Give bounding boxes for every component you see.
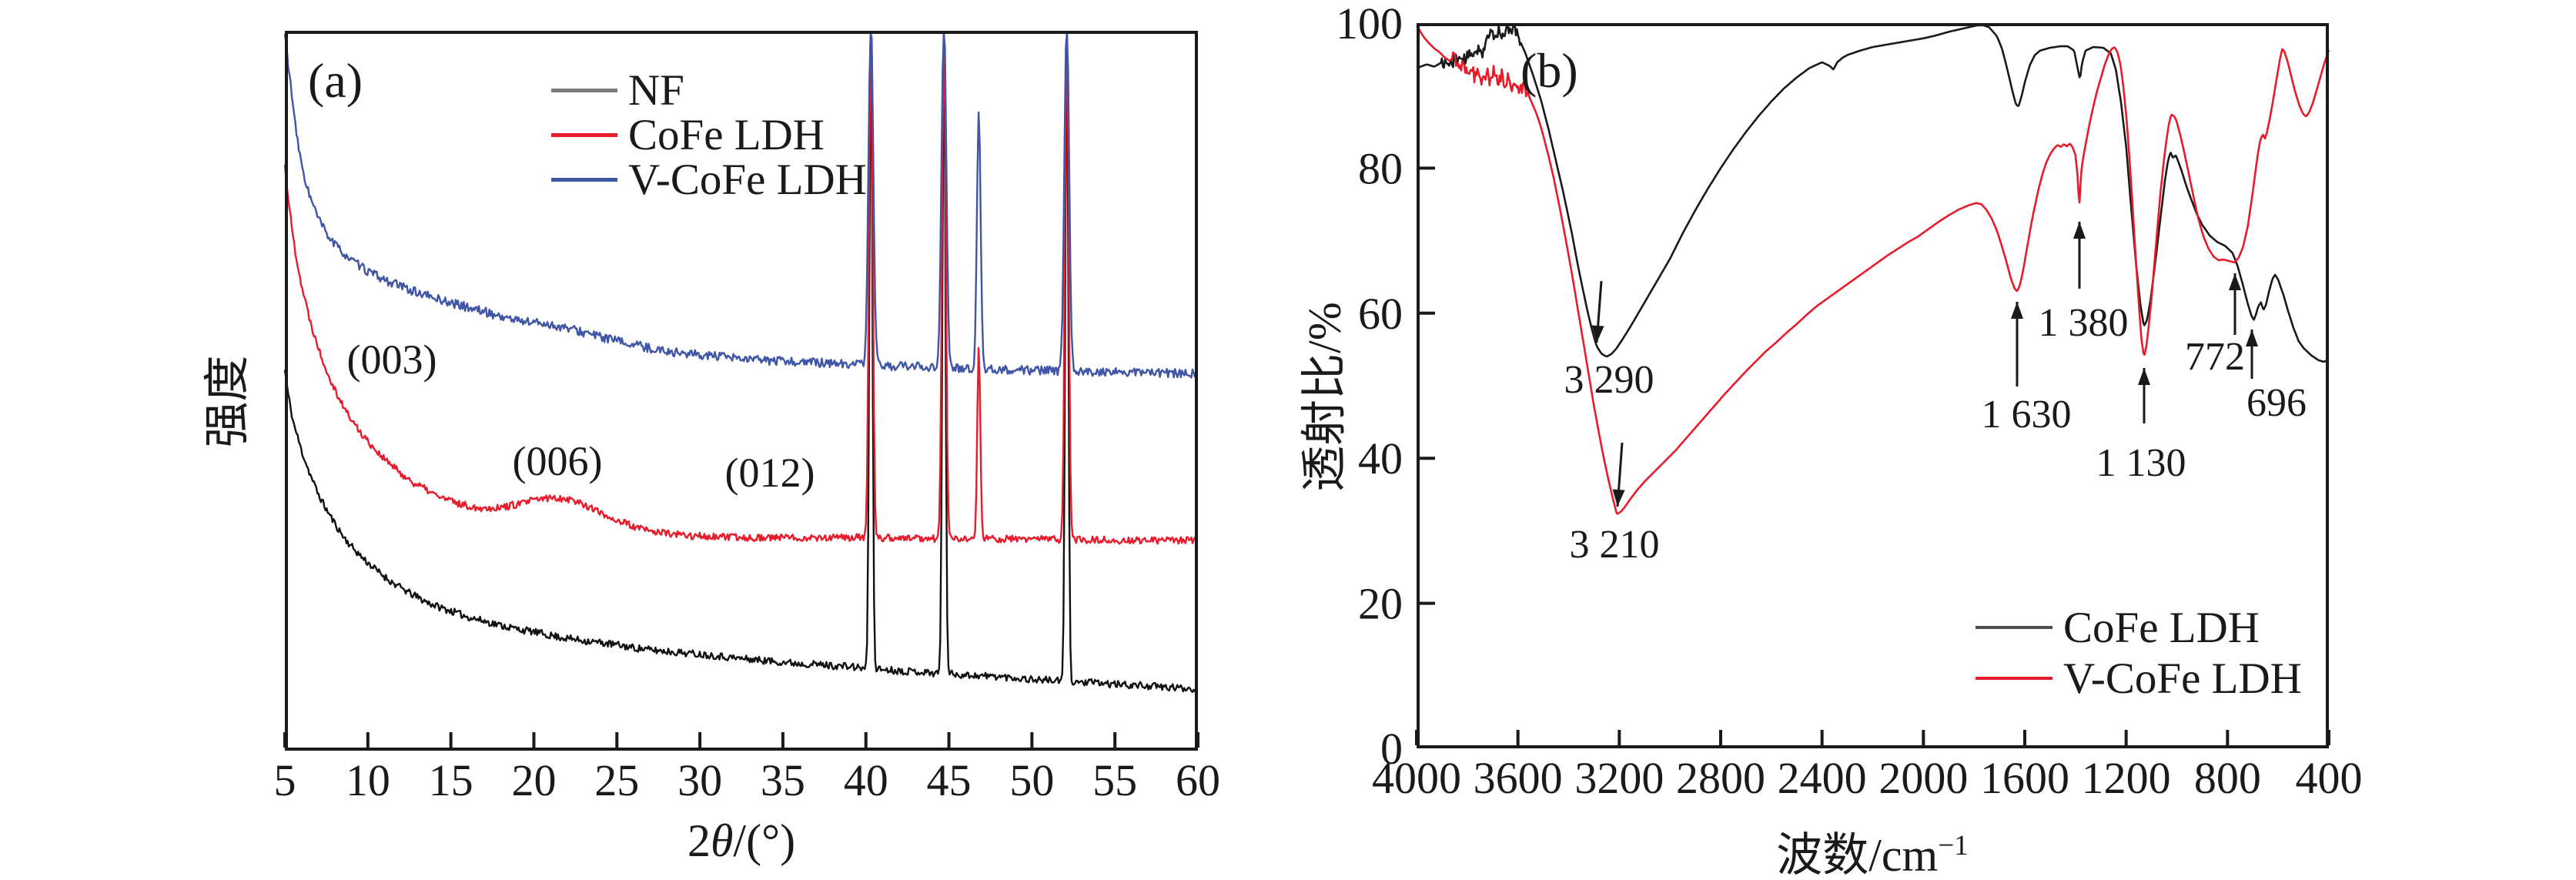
panel-a-xtick-label-15: 15 [429, 755, 473, 805]
panel-a-xtick-label-5: 5 [274, 755, 296, 805]
panel-a-ylabel: 强度 [202, 355, 253, 448]
peak-label-012: (012) [724, 450, 815, 496]
legend-item-b-cofe: CoFe LDH [1975, 602, 2302, 653]
legend-line-nf [551, 88, 617, 92]
annotation-label-1130: 1 130 [2096, 441, 2186, 485]
panel-a-xtick-label-55: 55 [1092, 755, 1137, 805]
annotation-label-3210: 3 210 [1570, 523, 1660, 567]
panel-b-ylabel: 透射比/% [1299, 302, 1350, 492]
xrd-curve-CoFe LDH [283, 32, 1199, 545]
panel-a-xtick-label-30: 30 [677, 755, 722, 805]
xrd-curve-V-CoFe LDH [283, 32, 1199, 379]
panel-b-xtick-label-2400: 2400 [1778, 753, 1867, 803]
panel-b-xlabel: 波数/cm−1 [1680, 818, 2065, 880]
panel-b-ytick-label-100: 100 [1336, 0, 1403, 49]
panel-b-legend: CoFe LDH V-CoFe LDH [1975, 602, 2302, 704]
panel-a-xlabel-post: /(°) [733, 815, 796, 866]
panel-a-xtick-label-35: 35 [761, 755, 805, 805]
annotation-arrowhead-1380 [2073, 222, 2086, 239]
panel-a-xtick-label-60: 60 [1176, 755, 1220, 805]
panel-b-xtick-label-1200: 1200 [2082, 753, 2171, 803]
panel-b-xtick-label-400: 400 [2296, 753, 2363, 803]
panel-b-letter: (b) [1521, 43, 1578, 98]
legend-line-b-vcofe [1975, 677, 2052, 680]
peak-label-006: (006) [512, 438, 603, 484]
annotation-label-1630: 1 630 [1982, 393, 2072, 437]
annotation-label-772: 772 [2185, 335, 2245, 379]
panel-b-ytick-label-0: 0 [1380, 724, 1403, 774]
annotation-label-1380: 1 380 [2039, 301, 2129, 345]
panel-a-xtick-label-25: 25 [594, 755, 639, 805]
panel-b-ytick-label-20: 20 [1358, 579, 1403, 629]
annotation-label-3290: 3 290 [1564, 358, 1654, 402]
legend-label-nf: NF [628, 65, 684, 115]
annotation-arrowhead-1630 [2011, 302, 2023, 319]
legend-item-b-vcofe: V-CoFe LDH [1975, 653, 2302, 704]
panel-a-legend: NF CoFe LDH V-CoFe LDH [551, 68, 867, 202]
panel-b-xtick-label-3200: 3200 [1574, 753, 1664, 803]
panel-a-xlabel-theta: θ [710, 815, 734, 866]
legend-line-vcofe [551, 177, 617, 182]
annotation-arrowhead-3210 [1612, 489, 1625, 507]
panel-b-xtick-label-800: 800 [2194, 753, 2261, 803]
annotation-label-696: 696 [2246, 381, 2307, 425]
panel-b-ytick-label-60: 60 [1358, 289, 1403, 339]
legend-label-cofe: CoFe LDH [628, 110, 825, 159]
panel-a-xtick-label-10: 10 [346, 755, 390, 805]
panel-b-xtick-label-2800: 2800 [1676, 753, 1765, 803]
panel-a-xlabel: 2θ/(°) [549, 815, 934, 868]
panel-b-xlabel-sup: −1 [1938, 830, 1969, 862]
panel-b-xtick-label-2000: 2000 [1878, 753, 1968, 803]
panel-b-ytick-label-80: 80 [1358, 143, 1403, 193]
panel-a-border [285, 31, 1198, 751]
panel-b-ytick-label-40: 40 [1358, 433, 1403, 483]
panel-b-xlabel-main: 波数/cm [1776, 830, 1939, 880]
annotation-arrowhead-696 [2246, 330, 2258, 346]
panel-a-letter: (a) [308, 53, 363, 108]
legend-label-vcofe: V-CoFe LDH [628, 155, 867, 204]
panel-b-xtick-label-3600: 3600 [1474, 753, 1563, 803]
ftir-curve-CoFe LDH [1416, 24, 2330, 363]
legend-item-nf: NF [551, 68, 867, 112]
panel-a-xlabel-pre: 2 [687, 815, 711, 866]
xrd-curve-NF [283, 32, 1198, 694]
legend-item-cofe: CoFe LDH [551, 112, 867, 157]
legend-item-vcofe: V-CoFe LDH [551, 157, 867, 202]
legend-label-b-cofe: CoFe LDH [2063, 603, 2260, 652]
ftir-curve-V-CoFe LDH [1416, 25, 2330, 515]
annotation-arrowhead-1130 [2138, 368, 2150, 385]
annotation-arrowhead-772 [2229, 273, 2241, 290]
panel-b-xtick-label-1600: 1600 [1980, 753, 2069, 803]
panel-b-xtick-label-4000: 4000 [1372, 753, 1461, 803]
panel-a-xtick-label-20: 20 [511, 755, 556, 805]
panel-a-xtick-label-40: 40 [844, 755, 888, 805]
legend-label-b-vcofe: V-CoFe LDH [2063, 654, 2302, 703]
legend-line-cofe [551, 132, 617, 137]
panel-a-xtick-label-45: 45 [927, 755, 972, 805]
panel-a-xtick-label-50: 50 [1009, 755, 1054, 805]
annotation-arrowhead-3290 [1591, 325, 1604, 343]
legend-line-b-cofe [1975, 626, 2052, 629]
peak-label-003: (003) [346, 336, 437, 383]
panel-b-border [1417, 23, 2329, 748]
